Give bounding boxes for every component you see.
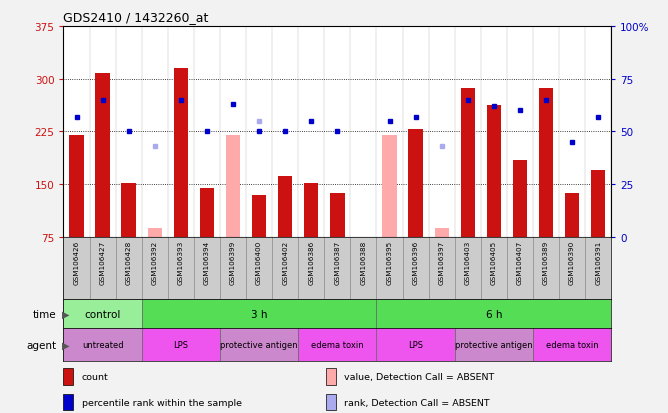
Bar xyxy=(461,89,475,237)
Text: GSM106407: GSM106407 xyxy=(517,240,523,285)
Bar xyxy=(434,228,449,237)
Text: agent: agent xyxy=(27,340,57,350)
Bar xyxy=(455,328,533,361)
Bar xyxy=(96,74,110,237)
Bar xyxy=(382,135,397,237)
Bar xyxy=(122,183,136,237)
Bar xyxy=(565,193,579,237)
Text: GSM106400: GSM106400 xyxy=(256,240,262,285)
Bar xyxy=(278,176,293,237)
Text: 6 h: 6 h xyxy=(486,309,502,319)
Text: GSM106394: GSM106394 xyxy=(204,240,210,285)
Text: edema toxin: edema toxin xyxy=(546,340,599,349)
Text: GSM106389: GSM106389 xyxy=(543,240,549,285)
Bar xyxy=(513,160,527,237)
Bar xyxy=(226,135,240,237)
Bar xyxy=(252,195,267,237)
Text: 3 h: 3 h xyxy=(251,309,267,319)
Text: GSM106405: GSM106405 xyxy=(491,240,497,285)
Text: GSM106428: GSM106428 xyxy=(126,240,132,285)
Text: GSM106426: GSM106426 xyxy=(73,240,79,285)
Text: GDS2410 / 1432260_at: GDS2410 / 1432260_at xyxy=(63,11,209,24)
Text: GSM106395: GSM106395 xyxy=(387,240,393,285)
Bar xyxy=(200,188,214,237)
Text: GSM106390: GSM106390 xyxy=(569,240,575,285)
Text: GSM106387: GSM106387 xyxy=(335,240,340,285)
Bar xyxy=(220,328,298,361)
Text: untreated: untreated xyxy=(81,340,124,349)
Bar xyxy=(533,328,611,361)
Text: LPS: LPS xyxy=(173,340,188,349)
Text: value, Detection Call = ABSENT: value, Detection Call = ABSENT xyxy=(345,372,495,381)
Bar xyxy=(591,171,605,237)
Text: GSM106392: GSM106392 xyxy=(152,240,158,285)
Bar xyxy=(330,193,345,237)
Bar xyxy=(327,368,336,385)
Text: ▶: ▶ xyxy=(62,309,69,319)
Bar xyxy=(63,368,73,385)
Text: GSM106397: GSM106397 xyxy=(439,240,445,285)
Bar xyxy=(304,183,319,237)
Text: GSM106391: GSM106391 xyxy=(595,240,601,285)
Bar xyxy=(327,394,336,411)
Bar xyxy=(63,328,142,361)
Bar xyxy=(539,89,553,237)
Bar xyxy=(487,105,501,237)
Text: control: control xyxy=(84,309,121,319)
Bar xyxy=(142,328,220,361)
Bar xyxy=(377,328,455,361)
Text: GSM106403: GSM106403 xyxy=(465,240,471,285)
Text: LPS: LPS xyxy=(408,340,423,349)
Bar xyxy=(174,69,188,237)
Text: count: count xyxy=(81,372,108,381)
Text: time: time xyxy=(33,309,57,319)
Bar xyxy=(148,228,162,237)
Text: GSM106427: GSM106427 xyxy=(100,240,106,285)
Text: GSM106396: GSM106396 xyxy=(413,240,419,285)
Bar xyxy=(377,299,611,328)
Bar xyxy=(408,130,423,237)
Bar xyxy=(298,328,377,361)
Text: GSM106386: GSM106386 xyxy=(308,240,314,285)
Bar xyxy=(69,135,84,237)
Text: GSM106388: GSM106388 xyxy=(361,240,367,285)
Text: protective antigen: protective antigen xyxy=(220,340,298,349)
Text: GSM106393: GSM106393 xyxy=(178,240,184,285)
Text: edema toxin: edema toxin xyxy=(311,340,363,349)
Bar xyxy=(63,299,142,328)
Text: protective antigen: protective antigen xyxy=(455,340,532,349)
Bar xyxy=(63,394,73,411)
Text: GSM106402: GSM106402 xyxy=(282,240,288,285)
Bar xyxy=(142,299,377,328)
Text: ▶: ▶ xyxy=(62,340,69,350)
Text: GSM106399: GSM106399 xyxy=(230,240,236,285)
Text: percentile rank within the sample: percentile rank within the sample xyxy=(81,398,242,407)
Text: rank, Detection Call = ABSENT: rank, Detection Call = ABSENT xyxy=(345,398,490,407)
